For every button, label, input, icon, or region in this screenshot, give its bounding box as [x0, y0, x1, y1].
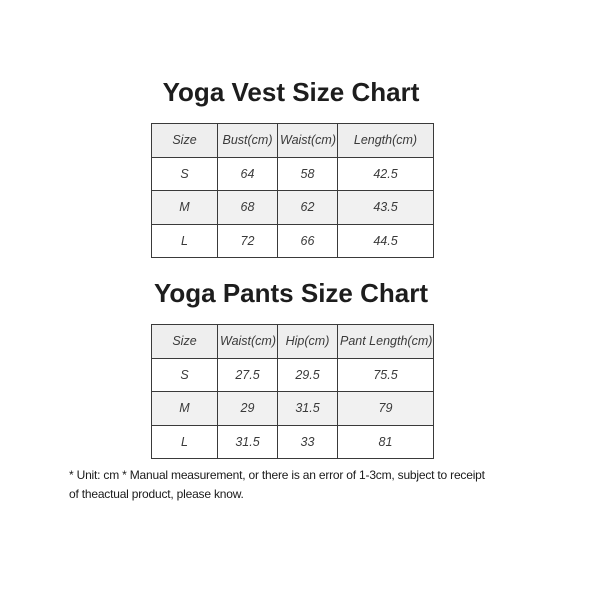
table-row: L 31.5 33 81: [151, 424, 434, 459]
measurement-cell: 64: [217, 156, 278, 191]
column-header: Hip(cm): [277, 324, 338, 359]
table-row: L 72 66 44.5: [151, 223, 434, 258]
footnote-line-2: of theactual product, please know.: [69, 487, 244, 501]
header-row: Size Waist(cm) Hip(cm) Pant Length(cm): [151, 324, 434, 359]
measurement-cell: 72: [217, 223, 278, 258]
measurement-cell: 29.5: [277, 357, 338, 392]
table-row: S 27.5 29.5 75.5: [151, 357, 434, 392]
measurement-cell: 31.5: [277, 391, 338, 426]
table-row: M 29 31.5 79: [151, 391, 434, 426]
measurement-cell: 62: [277, 190, 338, 225]
measurement-cell: 42.5: [337, 156, 434, 191]
column-header: Pant Length(cm): [337, 324, 434, 359]
measurement-cell: 29: [217, 391, 278, 426]
column-header: Waist(cm): [217, 324, 278, 359]
measurement-cell: 79: [337, 391, 434, 426]
vest-chart-title: Yoga Vest Size Chart: [162, 77, 420, 107]
size-cell: M: [151, 391, 218, 426]
footnote: * Unit: cm * Manual measurement, or ther…: [69, 466, 569, 504]
size-cell: L: [151, 223, 218, 258]
vest-size-table: Size Bust(cm) Waist(cm) Length(cm) S 64 58 42.5…: [151, 123, 434, 258]
measurement-cell: 75.5: [337, 357, 434, 392]
size-cell: S: [151, 357, 218, 392]
pants-chart-title: Yoga Pants Size Chart: [153, 278, 429, 308]
measurement-cell: 31.5: [217, 424, 278, 459]
footnote-line-1: * Unit: cm * Manual measurement, or ther…: [69, 468, 485, 482]
table-row: M 68 62 43.5: [151, 190, 434, 225]
measurement-cell: 43.5: [337, 190, 434, 225]
measurement-cell: 58: [277, 156, 338, 191]
size-cell: S: [151, 156, 218, 191]
table-row: S 64 58 42.5: [151, 156, 434, 191]
column-header: Length(cm): [337, 123, 434, 158]
column-header: Size: [151, 324, 218, 359]
measurement-cell: 81: [337, 424, 434, 459]
column-header: Size: [151, 123, 218, 158]
column-header: Waist(cm): [277, 123, 338, 158]
measurement-cell: 27.5: [217, 357, 278, 392]
measurement-cell: 68: [217, 190, 278, 225]
size-cell: L: [151, 424, 218, 459]
column-header: Bust(cm): [217, 123, 278, 158]
size-cell: M: [151, 190, 218, 225]
measurement-cell: 33: [277, 424, 338, 459]
header-row: Size Bust(cm) Waist(cm) Length(cm): [151, 123, 434, 158]
pants-size-table: Size Waist(cm) Hip(cm) Pant Length(cm) S 27.5…: [151, 324, 434, 459]
measurement-cell: 66: [277, 223, 338, 258]
measurement-cell: 44.5: [337, 223, 434, 258]
